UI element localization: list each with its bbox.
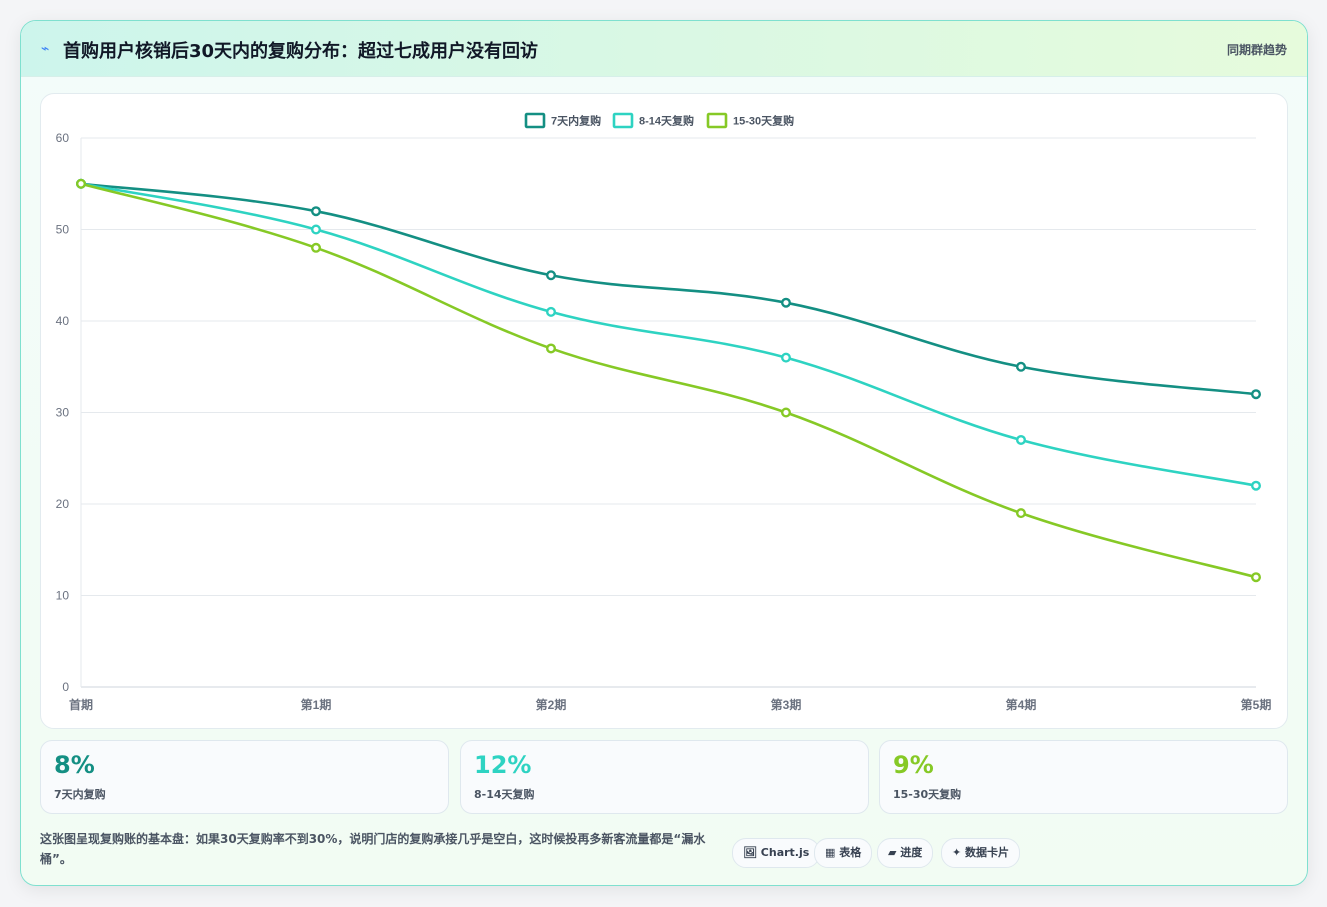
stat-label: 8-14天复购 (474, 788, 535, 801)
data-point (546, 270, 557, 281)
table-chip[interactable]: ▦ 表格 (814, 838, 873, 868)
x-tick-label: 第2期 (536, 697, 567, 712)
x-tick-label: 第1期 (301, 697, 332, 712)
line-chart: 0 10 20 30 40 50 60 首期 第1期 第2期 第3期 第4期 第5期 7天内复购 8-14天… (56, 112, 1272, 712)
lightning-icon: ⌁ (41, 41, 50, 57)
x-tick-label: 第4期 (1006, 697, 1037, 712)
progress-chip[interactable]: ▰ 进度 (877, 838, 934, 868)
chartjs-chip[interactable]: 🖼 Chart.js (732, 838, 821, 868)
data-point (781, 297, 792, 308)
y-tick-label: 10 (56, 589, 70, 603)
data-point (311, 242, 322, 253)
x-tick-label: 第3期 (771, 697, 802, 712)
series-line (80, 182, 1257, 396)
data-point (781, 352, 792, 363)
legend-label: 15-30天复购 (733, 114, 794, 128)
card-header: ⌁ 首购用户核销后30天内的复购分布：超过七成用户没有回访 同期群趋势 (21, 21, 1307, 77)
y-tick-label: 40 (56, 314, 70, 328)
y-tick-label: 30 (56, 406, 70, 420)
card-title: 首购用户核销后30天内的复购分布：超过七成用户没有回访 (63, 41, 539, 62)
legend-swatch (612, 112, 634, 129)
stat-card-7d: 8% 7天内复购 (40, 740, 449, 814)
data-point (1250, 389, 1261, 400)
data-point (1016, 434, 1027, 445)
data-point (1250, 572, 1261, 583)
y-tick-label: 20 (56, 497, 70, 511)
data-point (546, 306, 557, 317)
chart-card: ⌁ 首购用户核销后30天内的复购分布：超过七成用户没有回访 同期群趋势 0 10 2… (20, 20, 1308, 886)
stat-value: 8% (54, 751, 95, 779)
legend-label: 7天内复购 (551, 114, 601, 128)
data-point (311, 206, 322, 217)
stat-label: 15-30天复购 (893, 788, 962, 801)
data-point (75, 178, 86, 189)
series-line (80, 182, 1257, 487)
y-tick-label: 50 (56, 223, 70, 237)
legend-swatch (524, 112, 546, 129)
x-tick-label: 第5期 (1241, 697, 1272, 712)
legend-label: 8-14天复购 (639, 114, 694, 128)
x-tick-label: 首期 (69, 697, 93, 712)
stat-value: 9% (893, 751, 934, 779)
header-tag: 同期群趋势 (1226, 43, 1287, 57)
chart-panel: 0 10 20 30 40 50 60 首期 第1期 第2期 第3期 第4期 第5期 7天内复购 8-14天… (40, 93, 1288, 729)
stat-value: 12% (474, 751, 532, 779)
legend-swatch (706, 112, 728, 129)
y-tick-label: 60 (56, 131, 70, 145)
data-point (1250, 480, 1261, 491)
stat-card-8-14d: 12% 8-14天复购 (460, 740, 869, 814)
data-point (1016, 508, 1027, 519)
stat-label: 7天内复购 (54, 788, 106, 801)
data-card-chip[interactable]: ✦ 数据卡片 (941, 838, 1021, 868)
data-point (781, 407, 792, 418)
stat-card-15-30d: 9% 15-30天复购 (879, 740, 1288, 814)
y-tick-label: 0 (62, 680, 69, 694)
data-point (311, 224, 322, 235)
data-point (546, 343, 557, 354)
data-point (1016, 361, 1027, 372)
series-line (80, 182, 1257, 579)
chart-note: 这张图呈现复购账的基本盘：如果30天复购率不到30%，说明门店的复购承接几乎是空… (40, 832, 706, 866)
